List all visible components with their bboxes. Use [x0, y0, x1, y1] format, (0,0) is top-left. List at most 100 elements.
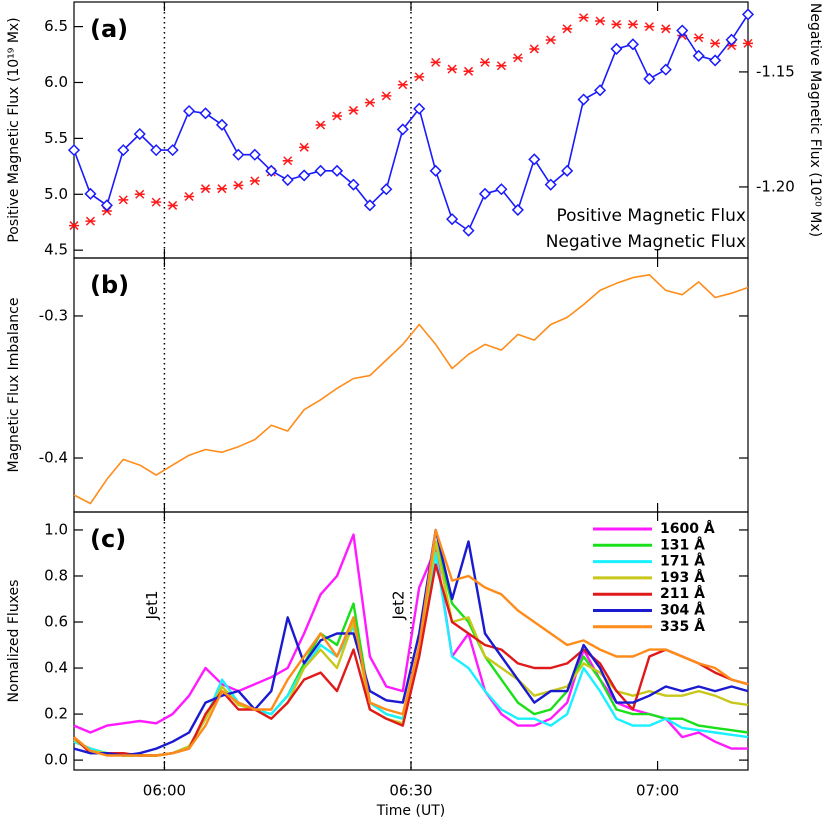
marker	[215, 118, 229, 131]
y-axis-title: Positive Magnetic Flux (10¹⁹ Mx)	[6, 17, 22, 242]
marker	[710, 38, 721, 48]
series-line	[73, 274, 749, 505]
marker	[330, 164, 344, 177]
legend-label: 211 Å	[660, 585, 705, 602]
marker	[611, 19, 622, 29]
marker	[67, 144, 81, 157]
y2-tick-label: -1.15	[756, 62, 795, 80]
marker	[561, 164, 574, 177]
y-axis-title: Nomalized Fluxes	[6, 580, 22, 703]
marker	[495, 183, 508, 196]
y-tick-label: 0.6	[44, 613, 68, 631]
marker	[100, 199, 113, 212]
legend-label: Negative Magnetic Flux	[546, 232, 746, 252]
marker	[118, 195, 129, 205]
marker	[463, 66, 474, 76]
y-tick-label: 0.2	[44, 705, 68, 723]
marker	[595, 16, 606, 26]
marker	[299, 142, 310, 152]
y-tick-label: 6.5	[44, 17, 68, 35]
marker	[562, 24, 573, 34]
marker	[610, 42, 623, 55]
marker	[529, 44, 540, 54]
marker	[69, 221, 79, 231]
legend-label: 131 Å	[660, 536, 705, 553]
marker	[577, 93, 590, 106]
marker	[249, 176, 260, 186]
marker	[183, 104, 196, 118]
event-label: Jet1	[143, 590, 161, 620]
y2-tick-label: -1.20	[756, 177, 795, 195]
marker	[298, 169, 311, 182]
y-tick-label: -0.3	[39, 306, 68, 324]
event-label: Jet2	[390, 590, 408, 620]
marker	[117, 144, 130, 157]
marker	[692, 49, 705, 62]
marker	[693, 33, 704, 43]
y-tick-label: 0.8	[44, 566, 68, 584]
panel-label: (c)	[90, 525, 126, 553]
marker	[430, 57, 441, 67]
marker	[199, 107, 212, 120]
marker	[348, 105, 359, 115]
x-tick-label: 07:00	[636, 782, 679, 800]
marker	[282, 156, 293, 166]
marker	[233, 180, 244, 190]
y-tick-label: 0.0	[44, 751, 68, 769]
panel-label: (b)	[90, 271, 129, 299]
series-line	[73, 528, 749, 757]
marker	[545, 35, 556, 45]
marker	[200, 184, 211, 194]
marker	[462, 224, 475, 237]
marker	[643, 72, 656, 85]
marker	[479, 57, 490, 67]
marker	[265, 164, 278, 177]
marker	[314, 164, 327, 177]
x-axis-title: Time (UT)	[376, 803, 445, 819]
marker	[167, 200, 178, 210]
y-axis-title: Magnetic Flux Imbalance	[6, 298, 22, 473]
marker	[627, 19, 638, 29]
marker	[676, 24, 689, 37]
marker	[644, 22, 655, 32]
marker	[133, 127, 146, 141]
marker	[496, 61, 507, 71]
series-line	[73, 533, 748, 750]
marker	[216, 184, 227, 194]
marker	[446, 213, 459, 226]
marker	[478, 187, 492, 200]
legend-label: 1600 Å	[660, 520, 715, 537]
marker	[166, 144, 179, 157]
marker	[544, 178, 557, 191]
marker	[248, 148, 261, 161]
y2-axis-title: Negative Magnetic Flux (10²⁰ Mx)	[807, 3, 823, 237]
marker	[150, 144, 163, 157]
marker	[332, 111, 343, 121]
y-tick-label: 1.0	[44, 520, 68, 538]
marker	[85, 216, 96, 226]
marker	[626, 38, 639, 51]
marker	[364, 98, 375, 108]
marker	[593, 84, 607, 97]
y-tick-label: 5.5	[44, 129, 68, 147]
marker	[709, 54, 722, 67]
marker	[659, 63, 672, 76]
x-tick-label: 06:00	[143, 782, 186, 800]
marker	[511, 203, 524, 216]
legend-label: Positive Magnetic Flux	[556, 206, 746, 226]
marker	[281, 173, 294, 187]
series-line	[73, 13, 749, 232]
legend-label: 335 Å	[660, 618, 705, 635]
marker	[232, 148, 245, 161]
marker	[528, 153, 541, 166]
legend-label: 193 Å	[660, 569, 705, 586]
marker	[578, 13, 589, 23]
marker	[660, 24, 671, 34]
y-tick-label: 6.0	[44, 73, 68, 91]
y-tick-label: -0.4	[39, 449, 68, 467]
legend-label: 171 Å	[660, 553, 705, 570]
legend-label: 304 Å	[660, 602, 705, 619]
marker	[743, 38, 753, 48]
marker	[725, 33, 738, 46]
